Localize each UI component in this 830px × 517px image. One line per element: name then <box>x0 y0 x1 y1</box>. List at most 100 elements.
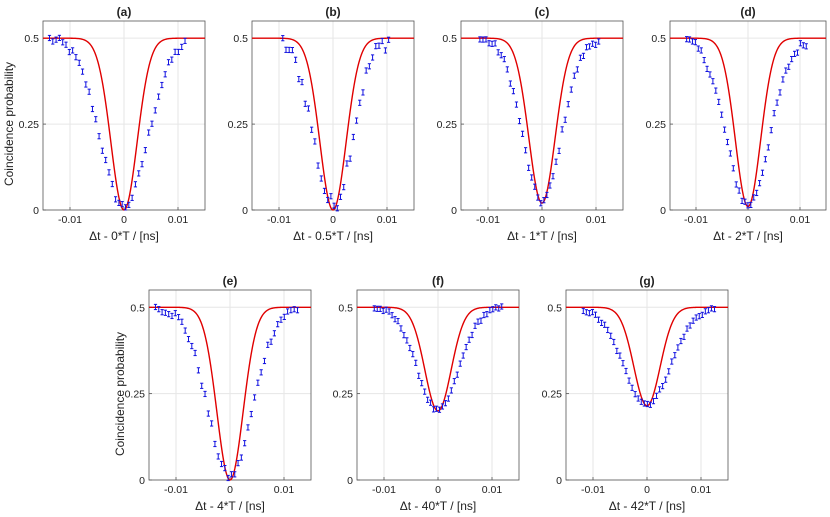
data-point <box>287 46 291 54</box>
fit-curve <box>252 37 414 211</box>
y-tick-label: 0.25 <box>228 119 249 131</box>
x-tick-label: 0.01 <box>691 484 712 496</box>
data-point <box>140 161 144 168</box>
data-point <box>71 47 75 54</box>
data-point <box>372 305 376 312</box>
data-point <box>443 400 448 407</box>
data-point <box>606 326 610 334</box>
data-point <box>720 111 724 118</box>
data-point <box>752 194 756 201</box>
y-tick-label: 0.25 <box>542 389 563 401</box>
data-points <box>581 305 717 408</box>
data-point <box>233 471 237 478</box>
data-point <box>426 396 430 403</box>
data-point <box>591 40 595 47</box>
data-point <box>332 202 336 209</box>
data-point <box>183 37 187 44</box>
y-axis-label-top: Coincidence probability <box>2 62 16 186</box>
data-point <box>627 377 631 384</box>
data-point <box>682 333 686 340</box>
x-axis-label: Δt - 0.5*T / [ns] <box>293 229 373 243</box>
y-tick-label: 0 <box>556 475 562 487</box>
data-point <box>493 40 497 47</box>
data-point <box>262 357 267 365</box>
x-tick-label: 0.01 <box>482 484 503 496</box>
x-tick-label: -0.01 <box>58 214 82 226</box>
panel-title: (a) <box>117 5 132 19</box>
x-axis-label: Δt - 2*T / [ns] <box>713 229 783 243</box>
data-point <box>127 201 131 208</box>
x-axis-label: Δt - 0*T / [ns] <box>89 229 159 243</box>
data-point <box>476 318 480 325</box>
y-tick-label: 0.25 <box>437 119 458 131</box>
panel-title: (f) <box>432 274 444 288</box>
data-points <box>685 36 808 209</box>
y-tick-label: 0.5 <box>24 33 39 45</box>
y-tick-label: 0 <box>242 205 248 217</box>
data-point <box>693 39 697 46</box>
data-point <box>423 388 427 395</box>
data-point <box>661 382 665 390</box>
data-point <box>485 311 489 318</box>
y-tick-label: 0.5 <box>338 302 353 314</box>
data-point <box>428 399 433 406</box>
data-point <box>219 460 224 468</box>
data-point <box>167 311 171 318</box>
data-point <box>196 367 201 374</box>
data-point <box>173 48 177 55</box>
x-tick-label: -0.01 <box>476 214 500 226</box>
data-point <box>781 76 785 83</box>
x-tick-label: 0.01 <box>586 214 607 226</box>
data-point <box>387 36 391 43</box>
data-point <box>464 343 468 351</box>
data-point <box>590 308 595 316</box>
data-point <box>636 395 640 402</box>
data-point <box>143 147 147 154</box>
data-point <box>642 400 646 407</box>
data-point <box>226 474 230 482</box>
y-tick-label: 0.25 <box>333 389 354 401</box>
data-point <box>313 138 317 145</box>
data-point <box>437 406 442 413</box>
data-point <box>584 44 589 51</box>
data-point <box>737 187 741 194</box>
data-point <box>329 193 333 200</box>
data-point <box>581 307 585 315</box>
data-point <box>229 471 234 478</box>
panel-g: -0.01 0 0.01 0 0.25 0.5 (g) Δt - 42*T / [ns] <box>542 274 729 513</box>
data-point <box>749 201 753 208</box>
data-point <box>170 312 174 320</box>
data-point <box>97 133 101 140</box>
data-point <box>417 372 421 379</box>
data-point <box>581 52 586 59</box>
x-tick-label: 0 <box>330 214 336 226</box>
data-point <box>560 126 564 133</box>
data-point <box>213 440 217 448</box>
data-point <box>722 126 727 133</box>
data-point <box>455 371 459 378</box>
panel-b: -0.01 0 0.01 0 0.25 0.5 (b) Δt - 0.5*T / [ns] <box>228 5 415 243</box>
data-point <box>523 147 528 154</box>
data-point <box>578 54 583 61</box>
panel-d: -0.01 0 0.01 0 0.25 0.5 (d) Δt - 2*T / [ns] <box>646 5 827 243</box>
data-point <box>536 194 540 201</box>
data-point <box>670 358 674 365</box>
data-point <box>584 309 588 316</box>
data-point <box>236 460 240 467</box>
data-point <box>784 67 788 74</box>
data-point <box>130 194 134 201</box>
x-tick-label: 0.01 <box>168 214 189 226</box>
data-point <box>414 359 418 366</box>
data-point <box>452 378 456 385</box>
x-axis-label: Δt - 1*T / [ns] <box>507 229 577 243</box>
data-point <box>243 440 247 447</box>
data-point <box>792 50 797 57</box>
data-point <box>691 317 695 324</box>
x-tick-label: -0.01 <box>164 484 188 496</box>
data-point <box>479 317 483 324</box>
data-point <box>688 322 692 329</box>
data-point <box>420 380 424 387</box>
data-point <box>358 99 362 106</box>
data-point <box>542 197 546 204</box>
